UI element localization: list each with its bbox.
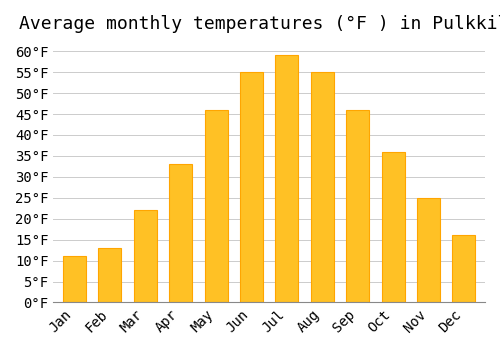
Bar bbox=[417, 198, 440, 302]
Title: Average monthly temperatures (°F ) in Pulkkila: Average monthly temperatures (°F ) in Pu… bbox=[19, 15, 500, 33]
Bar bbox=[98, 248, 122, 302]
Bar bbox=[63, 257, 86, 302]
Bar bbox=[169, 164, 192, 302]
Bar bbox=[204, 110, 228, 302]
Bar bbox=[452, 236, 475, 302]
Bar bbox=[382, 152, 404, 302]
Bar bbox=[311, 72, 334, 302]
Bar bbox=[134, 210, 157, 302]
Bar bbox=[240, 72, 263, 302]
Bar bbox=[346, 110, 369, 302]
Bar bbox=[276, 55, 298, 302]
